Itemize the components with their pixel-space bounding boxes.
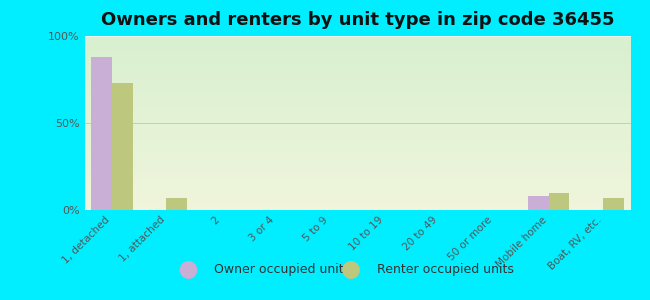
Bar <box>528 196 549 210</box>
Text: Owner occupied units: Owner occupied units <box>214 263 350 277</box>
Bar <box>603 198 624 210</box>
Bar <box>166 198 187 210</box>
Bar <box>91 57 112 210</box>
Bar <box>549 193 569 210</box>
Bar <box>112 83 133 210</box>
Text: Renter occupied units: Renter occupied units <box>377 263 514 277</box>
Title: Owners and renters by unit type in zip code 36455: Owners and renters by unit type in zip c… <box>101 11 614 29</box>
